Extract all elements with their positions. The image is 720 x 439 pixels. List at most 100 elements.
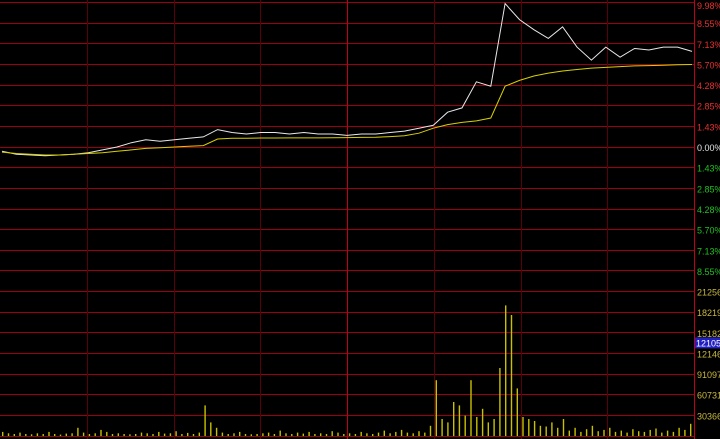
volume-bar	[279, 430, 281, 436]
volume-bar	[400, 429, 403, 436]
volume-bar	[429, 425, 432, 436]
volume-bar	[198, 432, 200, 436]
volume-bar	[632, 429, 634, 436]
volume-bar	[331, 431, 333, 436]
volume-bar	[366, 433, 368, 436]
volume-bar	[481, 408, 484, 436]
volume-bar	[77, 427, 79, 436]
volume-bar	[308, 431, 310, 436]
volume-bar	[643, 431, 646, 436]
volume-bar	[71, 433, 73, 436]
volume-bar	[163, 433, 166, 436]
volume-bar	[221, 432, 224, 436]
price-tick-label: 4.28%	[697, 205, 720, 215]
volume-bar	[94, 433, 96, 436]
price-tick-label: 0.00%	[697, 143, 720, 153]
volume-bar	[580, 431, 582, 436]
price-tick-label: 4.28%	[697, 81, 720, 91]
volume-bar	[470, 380, 472, 436]
volume-bar	[557, 427, 559, 436]
volume-bar	[383, 430, 385, 436]
price-tick-label: 7.13%	[697, 246, 720, 256]
volume-bar	[620, 430, 622, 436]
volume-bar	[348, 433, 351, 436]
volume-bar	[458, 405, 461, 436]
volume-bar	[273, 434, 276, 436]
volume-tick-label: 30366	[697, 411, 720, 421]
price-tick-label: 2.85%	[697, 184, 720, 194]
volume-bar	[106, 431, 108, 436]
volume-bar	[59, 434, 62, 436]
volume-bar	[476, 417, 478, 436]
volume-bar	[528, 419, 530, 436]
volume-bar	[545, 426, 547, 436]
volume-bar	[609, 427, 611, 436]
volume-bar	[48, 431, 50, 436]
volume-bar	[487, 422, 489, 436]
volume-bar	[522, 417, 524, 436]
volume-bar	[215, 427, 218, 436]
volume-bar	[152, 434, 154, 436]
volume-bar	[267, 432, 270, 436]
volume-bar	[169, 433, 172, 436]
volume-bar	[320, 433, 322, 436]
volume-bar	[649, 429, 651, 436]
volume-bars	[2, 305, 692, 436]
volume-bar	[13, 434, 15, 436]
volume-bar	[372, 434, 374, 436]
volume-tick-label: 151828	[697, 329, 720, 339]
price-tick-label: 1.43%	[697, 122, 720, 132]
volume-bar	[464, 415, 466, 436]
volume-bar	[661, 432, 663, 436]
volume-bar	[314, 434, 316, 436]
volume-highlight-label: 121054	[696, 338, 720, 348]
volume-bar	[140, 432, 143, 436]
volume-bar	[54, 434, 56, 436]
volume-bar	[256, 434, 258, 436]
volume-bar	[30, 434, 33, 436]
volume-bar	[65, 433, 67, 436]
volume-bar	[146, 433, 148, 436]
volume-bar	[424, 432, 426, 436]
price-tick-label: 8.55%	[697, 267, 720, 277]
volume-bar	[19, 432, 21, 436]
volume-bar	[684, 429, 686, 436]
volume-bar	[285, 433, 287, 436]
volume-bar	[337, 432, 339, 436]
volume-bar	[325, 434, 328, 436]
volume-bar	[192, 434, 195, 436]
volume-bar	[250, 434, 252, 436]
price-tick-label: 8.55%	[697, 19, 720, 29]
volume-bar	[377, 432, 380, 436]
volume-bar	[574, 427, 576, 436]
volume-bar	[505, 305, 507, 436]
grid-lines	[0, 0, 695, 439]
volume-bar	[533, 421, 536, 436]
volume-bar	[343, 434, 345, 436]
volume-bar	[244, 434, 247, 436]
volume-bar	[510, 315, 513, 436]
volume-bar	[82, 432, 85, 436]
volume-bar	[453, 402, 455, 436]
volume-bar	[42, 434, 44, 436]
volume-bar	[678, 427, 680, 436]
price-tick-label: 7.13%	[697, 40, 720, 50]
volume-bar	[181, 434, 183, 436]
volume-bar	[435, 380, 437, 436]
volume-bar	[516, 388, 518, 436]
volume-bar	[666, 430, 669, 436]
volume-bar	[626, 432, 628, 436]
volume-bar	[539, 425, 542, 436]
volume-bar	[111, 434, 114, 436]
volume-bar	[412, 433, 414, 436]
volume-bar	[129, 434, 131, 436]
volume-bar	[585, 429, 588, 436]
volume-bar	[493, 419, 495, 436]
volume-bar	[354, 434, 357, 436]
volume-bar	[302, 433, 304, 436]
volume-bar	[499, 368, 501, 436]
volume-bar	[655, 428, 657, 436]
axis-labels: 9.98% 8.55% 7.13% 5.70% 4.28% 2.85% 1.43% 0.00%…	[695, 1, 720, 421]
volume-bar	[233, 433, 235, 436]
volume-bar	[36, 433, 39, 436]
